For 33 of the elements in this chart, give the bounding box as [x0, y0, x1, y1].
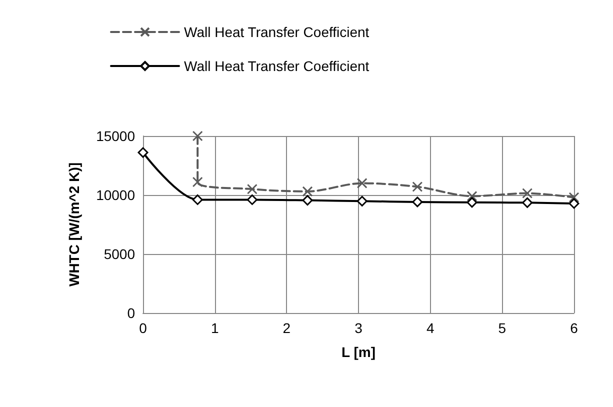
point	[302, 195, 313, 206]
x-tick-label: 3	[354, 320, 363, 336]
x-tick-label: 5	[498, 320, 506, 336]
y-axis-title: WHTC [W/(m^2 K)]	[66, 162, 82, 287]
point	[192, 176, 203, 188]
legend-label: Wall Heat Transfer Coefficient	[184, 24, 370, 40]
point	[568, 192, 580, 203]
point	[356, 196, 368, 206]
point	[522, 197, 533, 208]
point	[192, 130, 203, 142]
point	[412, 181, 423, 192]
x-tick-label: 0	[139, 320, 148, 336]
y-tick-label: 5000	[104, 246, 136, 262]
point	[466, 197, 478, 208]
point	[246, 184, 258, 194]
y-tick-label: 15000	[96, 128, 136, 144]
y-tick-label: 0	[127, 305, 136, 321]
point	[522, 188, 533, 198]
point	[466, 190, 478, 202]
point	[302, 186, 313, 197]
x-tick-label: 4	[426, 320, 434, 336]
point	[192, 194, 203, 205]
x-tick-label: 1	[210, 320, 219, 336]
legend-label: Wall Heat Transfer Coefficient	[184, 58, 370, 74]
x-tick-label: 6	[570, 320, 578, 336]
point	[138, 147, 148, 158]
point	[568, 198, 580, 209]
point	[412, 196, 423, 208]
x-tick-label: 2	[282, 320, 291, 336]
point	[356, 178, 368, 188]
y-tick-label: 10000	[96, 187, 136, 203]
x-axis-title: L [m]	[342, 344, 376, 360]
point	[246, 194, 258, 205]
